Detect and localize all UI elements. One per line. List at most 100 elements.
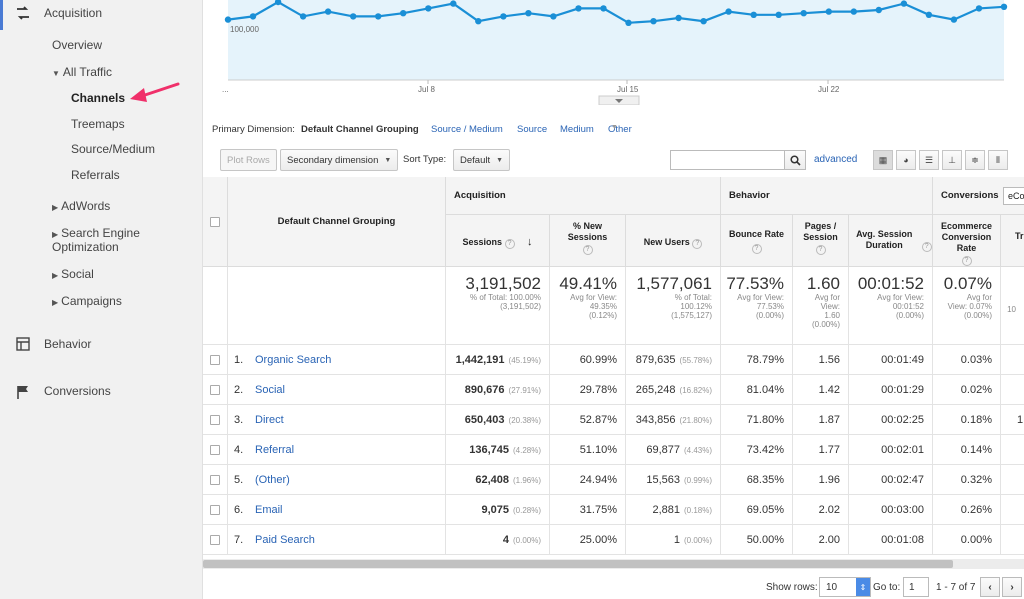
channel-link[interactable]: (Other) — [255, 474, 290, 486]
nav-source-medium[interactable]: Source/Medium — [71, 142, 156, 156]
chart-data-point[interactable] — [900, 0, 908, 7]
channel-link[interactable]: Social — [255, 384, 285, 396]
nav-social[interactable]: ▶ Social — [52, 267, 94, 281]
dimension-source-link[interactable]: Source — [517, 124, 548, 135]
chart-data-point[interactable] — [350, 13, 357, 20]
chart-data-point[interactable] — [575, 5, 582, 12]
search-button[interactable] — [784, 150, 806, 170]
transactions-column-header[interactable]: Tr — [1001, 215, 1024, 267]
chart-data-point[interactable] — [950, 16, 958, 23]
nav-conversions[interactable]: Conversions — [44, 384, 111, 398]
avg-session-duration-column-header[interactable]: Avg. Session Duration ? — [849, 215, 933, 267]
prev-page-button[interactable]: ‹ — [980, 577, 1000, 597]
chart-data-point[interactable] — [550, 13, 557, 20]
chart-data-point[interactable] — [525, 10, 532, 17]
nav-referrals[interactable]: Referrals — [71, 168, 120, 182]
chart-data-point[interactable] — [725, 8, 732, 15]
select-all-checkbox[interactable] — [210, 217, 220, 227]
conversion-goal-select[interactable]: eCo — [1003, 187, 1024, 205]
chart-data-point[interactable] — [675, 14, 682, 22]
row-checkbox[interactable] — [210, 445, 220, 455]
ecommerce-rate-cell: 0.32% — [933, 465, 1001, 495]
channel-link[interactable]: Organic Search — [255, 354, 332, 366]
dimension-header[interactable]: Default Channel Grouping — [228, 177, 446, 267]
chart-data-point[interactable] — [825, 8, 832, 15]
secondary-dimension-dropdown[interactable]: Secondary dimension ▼ — [280, 149, 399, 171]
row-checkbox[interactable] — [210, 475, 220, 485]
new-users-column-header[interactable]: New Users ? — [626, 215, 721, 267]
next-page-button[interactable]: › — [1002, 577, 1022, 597]
ecommerce-conversion-column-header[interactable]: Ecommerce Conversion Rate ? — [933, 215, 1001, 267]
new-sessions-column-header[interactable]: % New Sessions ? — [550, 215, 626, 267]
chart-data-point[interactable] — [274, 0, 282, 6]
help-icon[interactable]: ? — [921, 242, 932, 252]
chart-data-point[interactable] — [450, 0, 457, 7]
advanced-filter-link[interactable]: advanced — [814, 154, 858, 165]
dimension-medium-link[interactable]: Medium — [560, 124, 594, 135]
chart-data-point[interactable] — [600, 5, 607, 12]
collapsed-arrow-icon: ▶ — [52, 271, 59, 280]
chart-data-point[interactable] — [400, 10, 407, 17]
chart-data-point[interactable] — [875, 6, 882, 14]
chart-data-point[interactable] — [750, 11, 757, 18]
channel-link[interactable]: Direct — [255, 414, 284, 426]
nav-overview[interactable]: Overview — [52, 38, 103, 52]
row-checkbox[interactable] — [210, 415, 220, 425]
chart-data-point[interactable] — [975, 5, 983, 12]
chart-data-point[interactable] — [1000, 3, 1008, 10]
nav-campaigns[interactable]: ▶ Campaigns — [52, 294, 122, 308]
nav-behavior[interactable]: Behavior — [44, 337, 92, 351]
sessions-cell: 1,442,191 (45.19%) — [446, 345, 550, 375]
chart-data-point[interactable] — [650, 18, 657, 25]
chart-data-point[interactable] — [299, 13, 307, 20]
row-checkbox[interactable] — [210, 505, 220, 515]
pivot-view-icon[interactable]: ⦀ — [988, 150, 1008, 170]
channel-link[interactable]: Paid Search — [255, 534, 315, 546]
row-checkbox[interactable] — [210, 535, 220, 545]
nav-seo[interactable]: ▶ Search Engine Optimization — [52, 227, 152, 254]
chart-data-point[interactable] — [224, 16, 232, 23]
help-icon[interactable]: ? — [961, 256, 972, 266]
dimension-source-medium-link[interactable]: Source / Medium — [431, 124, 503, 135]
bounce-rate-column-header[interactable]: Bounce Rate ? — [721, 215, 793, 267]
help-icon[interactable]: ? — [504, 239, 515, 249]
chart-data-point[interactable] — [625, 19, 632, 26]
nav-adwords[interactable]: ▶ AdWords — [52, 199, 110, 213]
chart-data-point[interactable] — [500, 13, 507, 20]
chart-data-point[interactable] — [775, 11, 782, 18]
comparison-view-icon[interactable]: ⊥ — [942, 150, 962, 170]
help-icon[interactable]: ? — [751, 244, 762, 254]
go-to-input[interactable]: 1 — [903, 577, 929, 597]
plot-rows-button[interactable]: Plot Rows — [220, 149, 277, 171]
row-checkbox[interactable] — [210, 385, 220, 395]
help-icon[interactable]: ? — [582, 245, 593, 255]
row-checkbox[interactable] — [210, 355, 220, 365]
pie-view-icon[interactable]: ◕ — [896, 150, 916, 170]
horizontal-scrollbar-thumb[interactable] — [203, 560, 953, 568]
chart-data-point[interactable] — [475, 18, 482, 25]
performance-view-icon[interactable]: ☰ — [919, 150, 939, 170]
chart-data-point[interactable] — [800, 10, 807, 17]
term-cloud-view-icon[interactable]: ≑ — [965, 150, 985, 170]
chart-data-point[interactable] — [425, 5, 432, 12]
channel-link[interactable]: Referral — [255, 444, 295, 456]
sort-type-dropdown[interactable]: Default ▼ — [453, 149, 511, 171]
chart-data-point[interactable] — [375, 13, 382, 20]
nav-acquisition[interactable]: Acquisition — [44, 6, 103, 20]
help-icon[interactable]: ? — [692, 239, 703, 249]
chart-data-point[interactable] — [850, 8, 857, 15]
chart-data-point[interactable] — [324, 8, 332, 15]
table-search-input[interactable] — [670, 150, 785, 170]
nav-channels[interactable]: Channels — [71, 91, 126, 105]
channel-link[interactable]: Email — [255, 504, 283, 516]
pages-session-column-header[interactable]: Pages / Session ? — [793, 215, 849, 267]
chart-data-point[interactable] — [249, 13, 257, 20]
nav-treemaps[interactable]: Treemaps — [71, 117, 125, 131]
table-view-icon[interactable]: ▦ — [873, 150, 893, 170]
chart-data-point[interactable] — [925, 11, 933, 18]
nav-all-traffic[interactable]: ▼ All Traffic — [52, 65, 112, 79]
show-rows-select[interactable]: 10 ⇕ — [819, 577, 871, 597]
sessions-column-header[interactable]: Sessions ? ↓ — [446, 215, 550, 267]
help-icon[interactable]: ? — [815, 245, 826, 255]
chart-data-point[interactable] — [700, 18, 707, 25]
